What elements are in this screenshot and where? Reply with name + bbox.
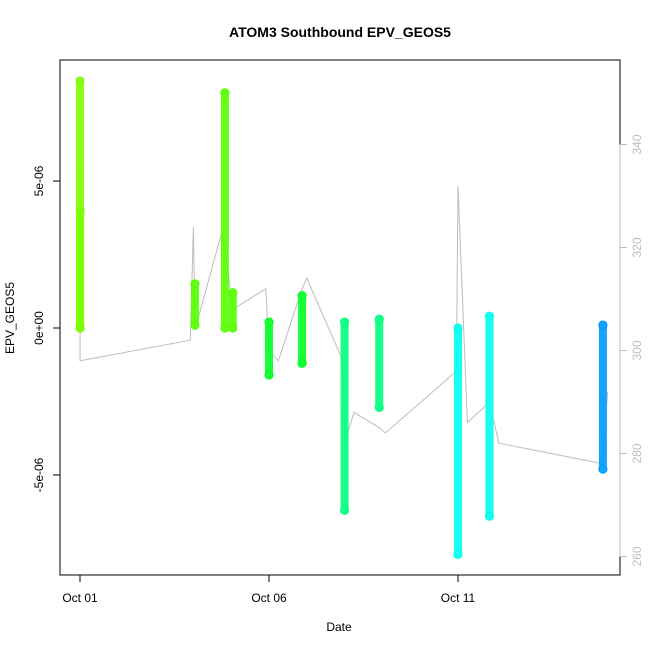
data-point — [598, 320, 608, 330]
plot-box — [59, 59, 621, 576]
data-point — [190, 320, 200, 330]
data-point — [220, 88, 230, 98]
y-tick-label: 0e+00 — [32, 311, 46, 345]
y2-tick-label: 260 — [630, 546, 644, 566]
data-point — [264, 370, 274, 380]
data-point — [264, 317, 274, 327]
y2-tick-label: 340 — [630, 134, 644, 154]
y2-axis: 260 280 300 320 340 — [619, 134, 644, 567]
data-point — [598, 464, 608, 474]
y2-tick-label: 300 — [630, 340, 644, 360]
y2-tick-label: 320 — [630, 237, 644, 257]
data-point — [453, 323, 463, 333]
data-point — [190, 279, 200, 289]
y-tick-label: 5e-06 — [32, 165, 46, 196]
y-axis-label: EPV_GEOS5 — [3, 282, 17, 354]
secondary-line-layer — [79, 165, 609, 465]
x-tick-label: Oct 06 — [251, 591, 287, 605]
data-point — [297, 358, 307, 368]
points-layer — [75, 76, 608, 559]
x-axis-label: Date — [326, 620, 352, 634]
x-axis: Oct 01 Oct 06 Oct 11 — [62, 574, 476, 605]
data-point — [340, 505, 350, 515]
y2-tick-label: 280 — [630, 443, 644, 463]
data-point — [75, 76, 85, 86]
data-point — [374, 402, 384, 412]
data-point — [484, 511, 495, 521]
y-axis: -5e-06 0e+00 5e-06 — [32, 165, 61, 492]
x-tick-label: Oct 11 — [441, 591, 476, 605]
x-tick-label: Oct 01 — [62, 591, 98, 605]
data-point — [75, 323, 85, 333]
data-point — [374, 314, 384, 324]
y-tick-label: -5e-06 — [32, 457, 46, 492]
data-point — [228, 288, 238, 298]
data-point — [228, 323, 238, 333]
data-point — [453, 549, 463, 559]
data-point — [297, 291, 307, 301]
secondary-series-line — [79, 165, 609, 465]
data-point — [340, 317, 350, 327]
chart-title: ATOM3 Southbound EPV_GEOS5 — [229, 24, 451, 40]
data-point — [75, 205, 85, 215]
data-point — [484, 311, 495, 321]
